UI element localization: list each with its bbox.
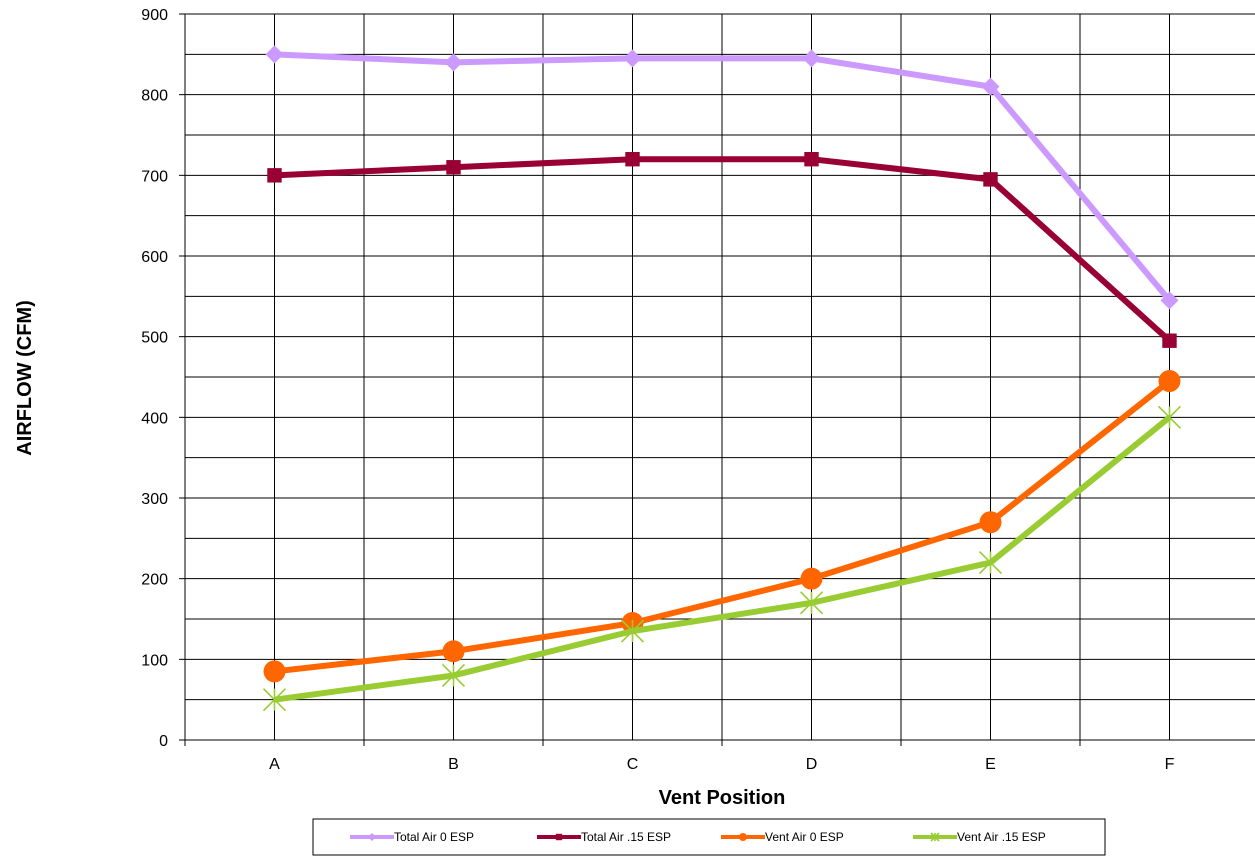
y-tick-label: 700 bbox=[141, 168, 168, 185]
data-point bbox=[442, 640, 465, 663]
series-line bbox=[274, 378, 1172, 675]
grid-lines bbox=[179, 13, 1255, 746]
data-point bbox=[802, 49, 821, 68]
data-point bbox=[265, 45, 284, 64]
y-tick-label: 400 bbox=[141, 410, 168, 427]
series-vent-air-15-esp bbox=[262, 405, 1182, 712]
series-line bbox=[274, 415, 1172, 703]
data-point bbox=[1158, 370, 1181, 393]
data-point bbox=[979, 511, 1002, 534]
data-point bbox=[625, 152, 640, 167]
x-tick-label: E bbox=[985, 756, 996, 773]
data-point bbox=[444, 53, 463, 72]
legend-label: Total Air 0 ESP bbox=[394, 830, 474, 844]
y-tick-label: 200 bbox=[141, 572, 168, 589]
data-point bbox=[804, 152, 819, 167]
x-tick-label: D bbox=[806, 756, 818, 773]
data-point bbox=[263, 660, 286, 683]
x-tick-label: B bbox=[448, 756, 459, 773]
data-point bbox=[267, 168, 282, 183]
legend-marker bbox=[555, 833, 563, 841]
y-tick-label: 500 bbox=[141, 330, 168, 347]
legend-marker bbox=[930, 832, 940, 842]
data-point bbox=[441, 663, 466, 688]
series-total-air-15-esp bbox=[267, 152, 1177, 348]
data-point bbox=[799, 591, 824, 615]
legend-marker bbox=[368, 833, 376, 841]
legend-marker bbox=[739, 833, 747, 841]
legend: Total Air 0 ESP Total Air .15 ESP Vent Air… bbox=[312, 818, 1106, 856]
legend-box bbox=[312, 818, 1106, 856]
data-point bbox=[446, 160, 461, 175]
data-point bbox=[623, 49, 642, 68]
series-line bbox=[274, 156, 1172, 343]
series-total-air-0-esp bbox=[265, 45, 1179, 310]
y-tick-label: 800 bbox=[141, 88, 168, 105]
y-tick-labels: 0 100 200 300 400 500 600 700 800 900 bbox=[141, 7, 168, 750]
y-tick-label: 600 bbox=[141, 249, 168, 266]
x-tick-label: F bbox=[1165, 756, 1175, 773]
data-point bbox=[978, 550, 1003, 575]
legend-label: Vent Air 0 ESP bbox=[765, 830, 844, 844]
series-group bbox=[262, 45, 1182, 712]
y-axis-title: AIRFLOW (CFM) bbox=[14, 300, 36, 456]
legend-label: Total Air .15 ESP bbox=[581, 830, 671, 844]
data-point bbox=[983, 172, 998, 187]
series-line bbox=[274, 51, 1172, 303]
data-point bbox=[981, 77, 1000, 96]
legend-label: Vent Air .15 ESP bbox=[957, 830, 1046, 844]
x-axis-title: Vent Position bbox=[659, 787, 786, 809]
data-point bbox=[262, 688, 287, 712]
y-tick-label: 900 bbox=[141, 7, 168, 24]
data-point bbox=[1157, 405, 1182, 429]
series-vent-air-0-esp bbox=[263, 370, 1181, 683]
x-tick-label: A bbox=[269, 756, 280, 773]
x-tick-label: C bbox=[627, 756, 639, 773]
x-tick-labels: A B C D E F bbox=[269, 756, 1174, 773]
data-point bbox=[1162, 333, 1177, 348]
y-tick-label: 300 bbox=[141, 491, 168, 508]
y-tick-label: 0 bbox=[159, 733, 168, 750]
y-tick-label: 100 bbox=[141, 652, 168, 669]
data-point bbox=[1160, 291, 1179, 310]
data-point bbox=[800, 567, 823, 590]
data-point bbox=[620, 619, 645, 643]
